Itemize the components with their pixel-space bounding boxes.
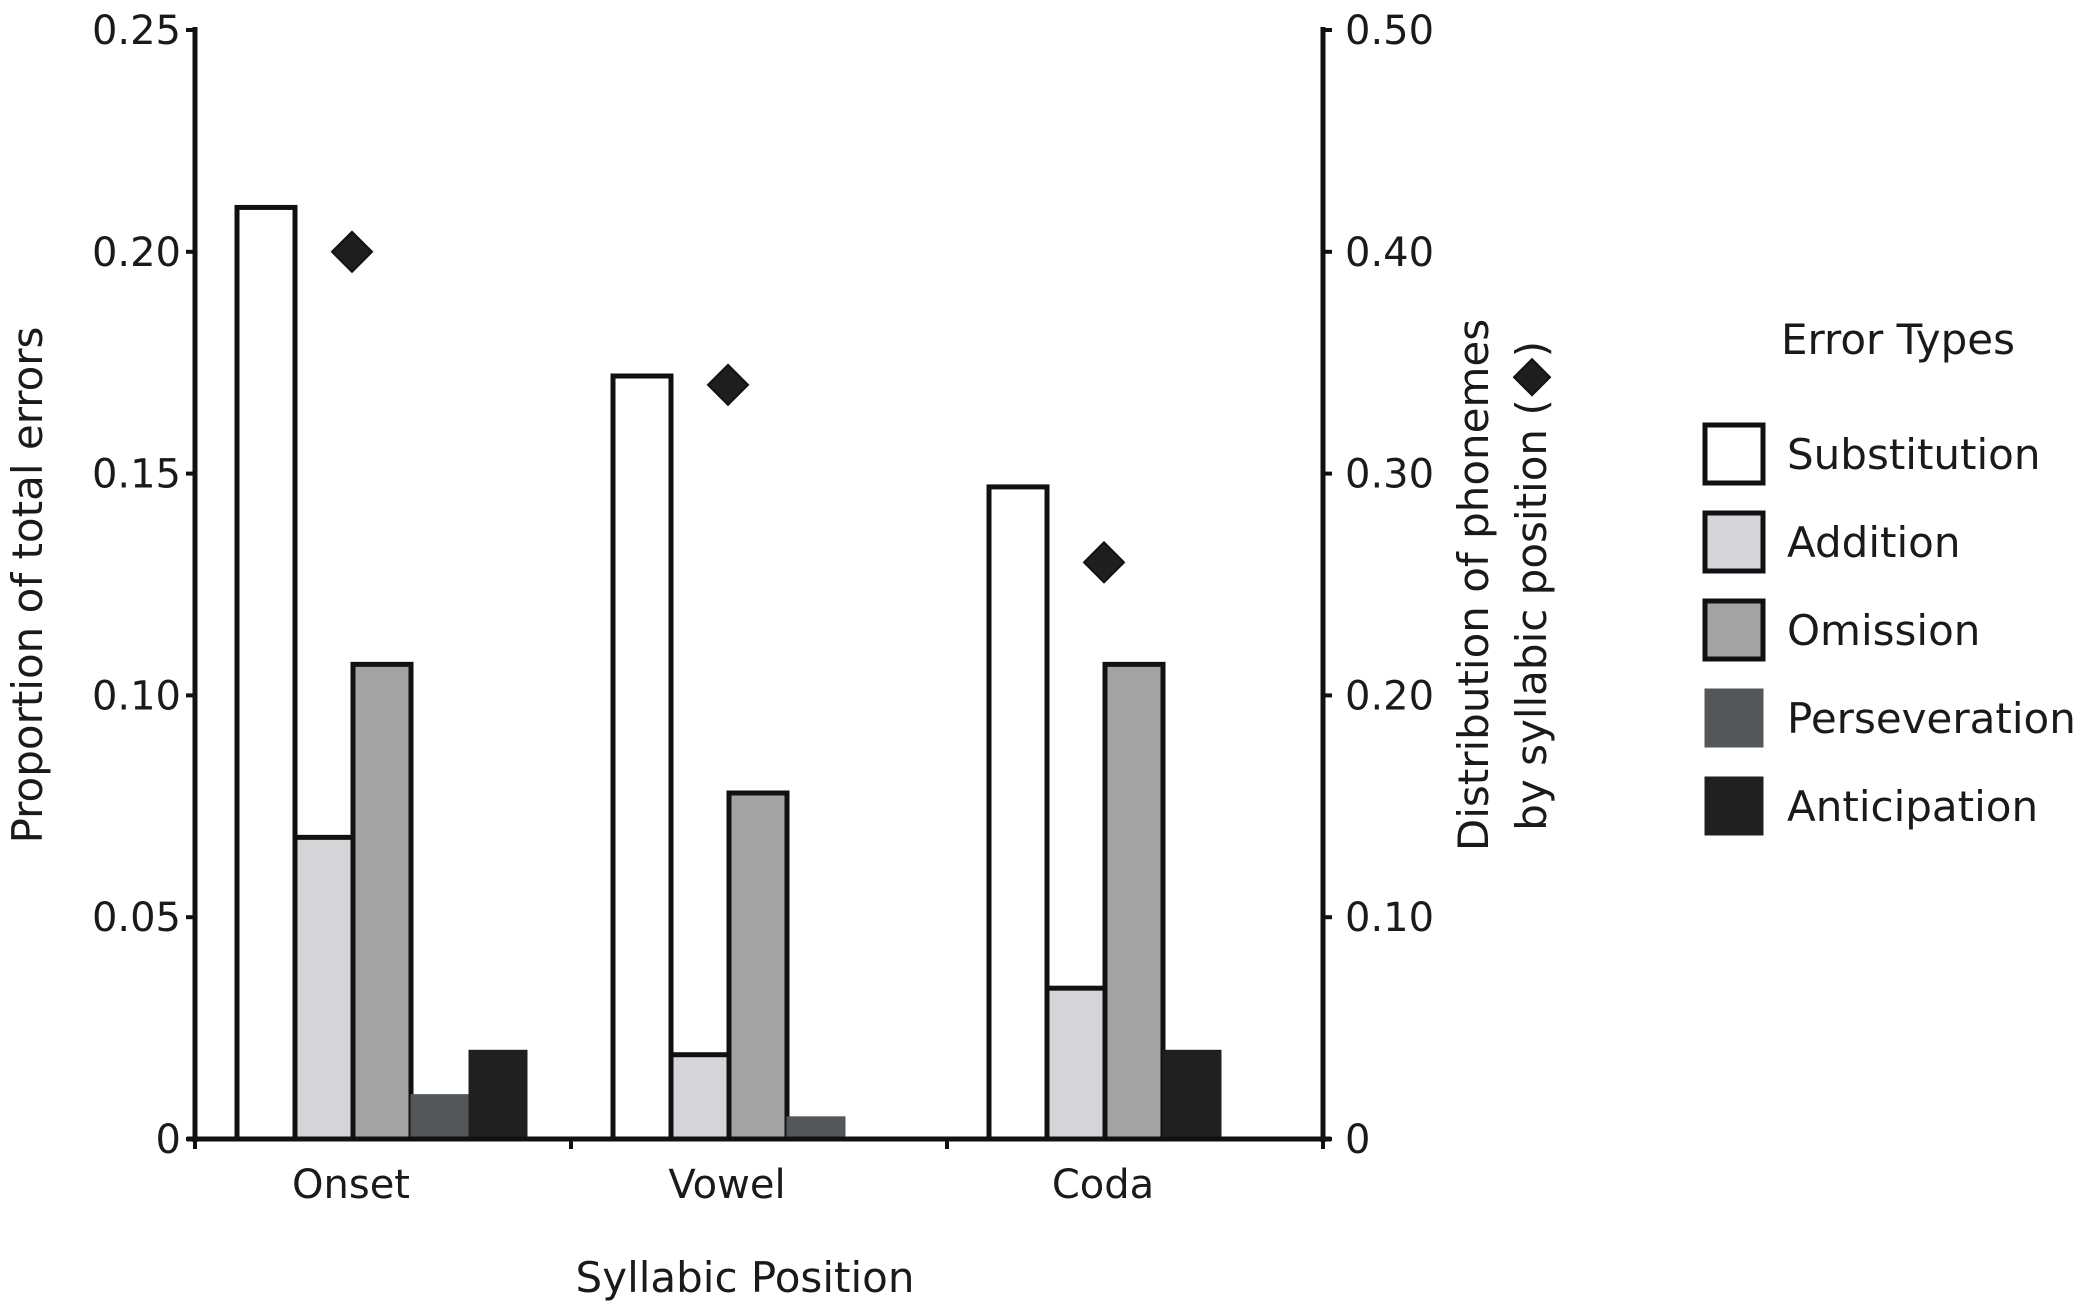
bar-coda-addition [1044, 985, 1108, 1142]
axes-layer [187, 27, 1331, 1149]
bar-coda-omission [1102, 661, 1166, 1142]
category-label-vowel: Vowel [668, 1162, 785, 1208]
right-y-axis-title-line2: by syllabic position ( ) [1507, 341, 1556, 831]
legend-swatch-addition [1702, 510, 1766, 574]
right-y-axis-title: Distribution of phonemes by syllabic pos… [1449, 319, 1556, 851]
legend-swatch-perseveration [1704, 688, 1764, 748]
right-y-tick-label: 0.50 [1345, 8, 1434, 54]
left-y-tick-label: 0.10 [92, 673, 181, 719]
legend-item-anticipation: Anticipation [1704, 776, 2038, 836]
right-y-tick-label: 0.20 [1345, 673, 1434, 719]
legend-swatch-anticipation [1704, 776, 1764, 836]
legend-label: Perseveration [1787, 694, 2076, 743]
bar-coda-substitution [986, 484, 1050, 1142]
legend-item-perseveration: Perseveration [1704, 688, 2076, 748]
category-label-onset: Onset [292, 1162, 410, 1208]
legend-swatch-omission [1702, 598, 1766, 662]
right-y-tick-label: 0.40 [1345, 230, 1434, 276]
bar-vowel-substitution [610, 373, 674, 1142]
diamond-legend-icon [1512, 357, 1552, 397]
phoneme-distribution-markers [330, 230, 1126, 584]
legend: Error Types Substitution Addition Omission… [1702, 315, 2076, 836]
left-y-tick-label: 0 [156, 1117, 181, 1163]
left-y-tick-label: 0.15 [92, 452, 181, 498]
bar-onset-substitution [234, 204, 298, 1142]
right-y-tick-label: 0 [1345, 1117, 1370, 1163]
legend-label: Anticipation [1787, 782, 2038, 831]
x-axis-title: Syllabic Position [576, 1253, 915, 1302]
bar-vowel-perseveration [786, 1116, 846, 1140]
left-y-axis-title: Proportion of total errors [3, 327, 52, 844]
legend-items: Substitution Addition Omission Perseveratio… [1702, 422, 2076, 836]
diamond-marker-vowel [706, 363, 750, 407]
category-labels: Onset Vowel Coda [292, 1162, 1154, 1208]
diamond-marker-onset [330, 230, 374, 274]
legend-item-omission: Omission [1702, 598, 1980, 662]
bar-onset-addition [292, 834, 356, 1142]
left-y-tick-label: 0.25 [92, 8, 181, 54]
legend-label: Addition [1787, 518, 1960, 567]
legend-swatch-substitution [1702, 422, 1766, 486]
left-y-tick-label: 0.05 [92, 895, 181, 941]
legend-label: Omission [1787, 606, 1980, 655]
legend-label: Substitution [1787, 430, 2041, 479]
legend-title: Error Types [1781, 315, 2015, 364]
bar-onset-anticipation [468, 1049, 528, 1140]
left-y-ticks: 0 0.05 0.10 0.15 0.20 0.25 [92, 8, 195, 1163]
right-y-ticks: 0 0.10 0.20 0.30 0.40 0.50 [1323, 8, 1434, 1163]
left-y-tick-label: 0.20 [92, 230, 181, 276]
diamond-marker-coda [1082, 540, 1126, 584]
right-y-axis-title-line2-text: by syllabic position ( [1507, 399, 1556, 831]
legend-item-substitution: Substitution [1702, 422, 2041, 486]
bar-vowel-omission [726, 790, 790, 1142]
bars-layer [234, 204, 1222, 1142]
right-y-tick-label: 0.30 [1345, 452, 1434, 498]
right-y-tick-label: 0.10 [1345, 895, 1434, 941]
bar-onset-perseveration [410, 1094, 470, 1140]
right-y-axis-title-suffix: ) [1507, 341, 1556, 357]
category-label-coda: Coda [1052, 1162, 1154, 1208]
bar-vowel-addition [668, 1052, 732, 1142]
legend-item-addition: Addition [1702, 510, 1960, 574]
right-y-axis-title-line1: Distribution of phonemes [1449, 319, 1498, 851]
bar-coda-anticipation [1162, 1049, 1222, 1140]
bar-onset-omission [350, 661, 414, 1142]
